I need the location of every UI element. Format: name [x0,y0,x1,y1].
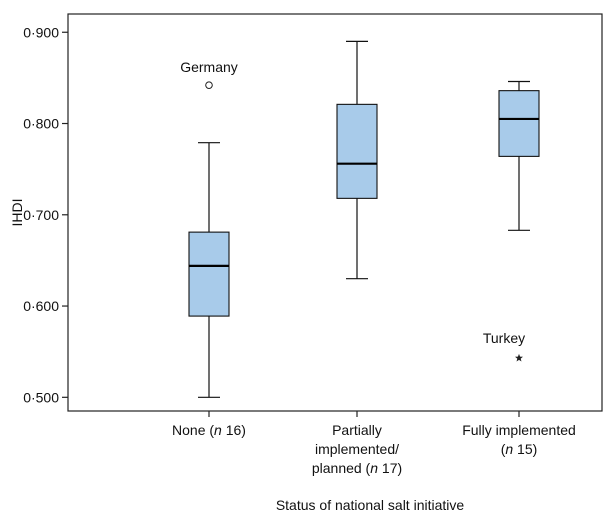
category-label-part: 16) [222,422,246,438]
n-symbol: n [505,441,513,457]
y-tick-label: 0·600 [23,298,59,314]
y-tick-label: 0·700 [23,207,59,223]
box-2 [336,40,378,280]
category-label-part: 17) [378,460,402,476]
category-label-part: None ( [172,422,214,438]
plot-area-border [67,13,603,412]
iqr-box [336,103,378,199]
outlier-label: Germany [180,59,238,75]
category-label-part: ( [501,441,506,457]
box-1 [188,142,230,398]
boxes-group [188,40,540,398]
x-category-label-line: Fully implemented [462,422,576,438]
x-category-label-line: implemented/ [315,441,399,457]
x-category-label: (n 15) [501,441,538,457]
outlier-label: Turkey [483,330,525,346]
outlier-star-marker [515,353,523,362]
box-3 [498,80,540,231]
outlier-circle-marker [205,81,213,89]
iqr-box [188,231,230,317]
category-label-part: 15) [513,441,537,457]
y-tick-label: 0·500 [23,389,59,405]
plot-frame [67,13,603,412]
x-category-label-line: Partially [332,422,382,438]
y-axis: 0·500 0·600 0·700 0·800 0·900 [23,24,68,405]
y-tick-label: 0·800 [23,116,59,132]
n-symbol: n [214,422,222,438]
x-category-label: None (n 16) [172,422,246,438]
x-category-label: planned (n 17) [312,460,402,476]
x-axis: None (n 16) Partiallyimplemented/planned … [172,411,576,476]
x-axis-title: Status of national salt initiative [276,497,465,513]
outliers-group: Germany Turkey [180,59,525,362]
y-tick-label: 0·900 [23,24,59,40]
y-axis-title: IHDI [9,199,25,227]
n-symbol: n [370,460,378,476]
iqr-box [498,90,540,157]
category-label-part: planned ( [312,460,371,476]
